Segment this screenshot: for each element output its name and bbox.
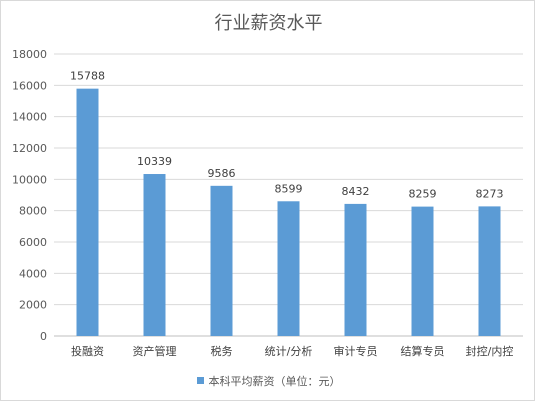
data-label: 8259 xyxy=(409,188,437,201)
bar xyxy=(210,185,233,336)
data-label: 10339 xyxy=(137,155,172,168)
chart-legend: 本科平均薪资（单位：元） xyxy=(1,373,535,389)
bar xyxy=(277,201,300,336)
y-tick-label: 0 xyxy=(40,330,47,343)
x-tick-label: 资产管理 xyxy=(133,344,177,358)
y-tick-label: 18000 xyxy=(12,48,47,61)
data-label: 8273 xyxy=(476,187,504,200)
x-tick-label: 税务 xyxy=(211,344,233,358)
bar xyxy=(478,206,501,336)
x-tick-label: 结算专员 xyxy=(401,344,445,358)
bar xyxy=(344,203,367,336)
x-tick-label: 统计/分析 xyxy=(265,344,313,358)
y-tick-label: 4000 xyxy=(19,267,47,280)
y-tick-label: 12000 xyxy=(12,142,47,155)
chart-title: 行业薪资水平 xyxy=(214,13,323,34)
bar xyxy=(143,174,166,336)
x-tick-label: 审计专员 xyxy=(334,344,378,358)
y-tick-label: 2000 xyxy=(19,299,47,312)
y-tick-label: 16000 xyxy=(12,79,47,92)
x-tick-label: 投融资 xyxy=(71,344,104,358)
x-tick-label: 封控/内控 xyxy=(466,344,514,358)
y-tick-label: 14000 xyxy=(12,111,47,124)
data-label: 8599 xyxy=(275,182,303,195)
data-label: 8432 xyxy=(342,185,370,198)
legend-swatch xyxy=(196,377,204,384)
legend-label: 本科平均薪资（单位：元） xyxy=(208,375,341,388)
bar xyxy=(76,88,99,336)
bar xyxy=(411,206,434,336)
y-tick-label: 10000 xyxy=(12,173,47,186)
data-label: 9586 xyxy=(208,167,236,180)
y-tick-label: 6000 xyxy=(19,236,47,249)
y-tick-label: 8000 xyxy=(19,205,47,218)
data-label: 15788 xyxy=(70,70,105,83)
